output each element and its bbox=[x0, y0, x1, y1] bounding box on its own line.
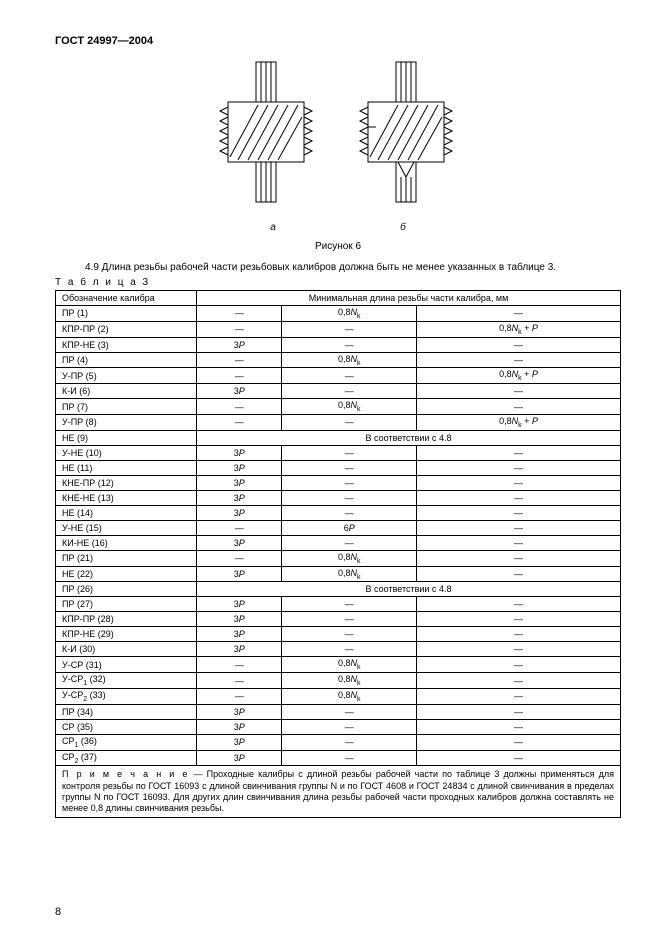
figure-6-svg bbox=[208, 57, 468, 217]
table-row: ПР (27)3P—— bbox=[56, 597, 621, 612]
th-name: Обозначение калибра bbox=[56, 291, 197, 306]
table-row: НЕ (22)3P0,8Nk— bbox=[56, 566, 621, 582]
table-row: СР (35)3P—— bbox=[56, 719, 621, 734]
table-row: ПР (4)—0,8Nk— bbox=[56, 352, 621, 368]
table-row: КНЕ-НЕ (13)3P—— bbox=[56, 490, 621, 505]
table-row: У-ПР (5)——0,8Nk + P bbox=[56, 368, 621, 384]
table-row: У-СР2 (33)—0,8Nk— bbox=[56, 688, 621, 704]
fig-label-b: б bbox=[400, 222, 406, 233]
table-row: КПР-ПР (28)3P—— bbox=[56, 612, 621, 627]
table-row: У-НЕ (10)3P—— bbox=[56, 445, 621, 460]
table-row: К-И (30)3P—— bbox=[56, 642, 621, 657]
table-row: КНЕ-ПР (12)3P—— bbox=[56, 475, 621, 490]
table-note: П р и м е ч а н и е — Проходные калибры … bbox=[55, 766, 621, 818]
table-row: НЕ (9)В соответствии с 4.8 bbox=[56, 430, 621, 445]
table-row: КПР-НЕ (3)3P—— bbox=[56, 337, 621, 352]
figure-caption: Рисунок 6 bbox=[55, 241, 621, 252]
table-row: У-СР (31)—0,8Nk— bbox=[56, 657, 621, 673]
table-row: ПР (26)В соответствии с 4.8 bbox=[56, 582, 621, 597]
table-row: СР2 (37)3P—— bbox=[56, 750, 621, 766]
table-row: КПР-НЕ (29)3P—— bbox=[56, 627, 621, 642]
table-row: КПР-ПР (2)——0,8Nk + P bbox=[56, 321, 621, 337]
table-3: Обозначение калибра Минимальная длина ре… bbox=[55, 290, 621, 766]
page-number: 8 bbox=[55, 906, 61, 918]
table-row: К-И (6)3P—— bbox=[56, 384, 621, 399]
table-row: ПР (34)3P—— bbox=[56, 704, 621, 719]
table-row: ПР (21)—0,8Nk— bbox=[56, 550, 621, 566]
table-row: У-СР1 (32)—0,8Nk— bbox=[56, 673, 621, 689]
table-row: У-НЕ (15)—6P— bbox=[56, 520, 621, 535]
table-row: КИ-НЕ (16)3P—— bbox=[56, 535, 621, 550]
table-label: Т а б л и ц а 3 bbox=[55, 277, 621, 288]
figure-container: а б bbox=[55, 57, 621, 233]
table-row: НЕ (14)3P—— bbox=[56, 505, 621, 520]
note-lead: П р и м е ч а н и е bbox=[62, 769, 189, 779]
table-row: СР1 (36)3P—— bbox=[56, 734, 621, 750]
para-4-9: 4.9 Длина резьбы рабочей части резьбовых… bbox=[55, 262, 621, 273]
th-span: Минимальная длина резьбы части калибра, … bbox=[197, 291, 621, 306]
table-row: ПР (1)—0,8Nk— bbox=[56, 306, 621, 322]
table-row: НЕ (11)3P—— bbox=[56, 460, 621, 475]
table-row: ПР (7)—0,8Nk— bbox=[56, 399, 621, 415]
fig-label-a: а bbox=[270, 222, 276, 233]
table-row: У-ПР (8)——0,8Nk + P bbox=[56, 414, 621, 430]
doc-header: ГОСТ 24997—2004 bbox=[55, 35, 621, 47]
